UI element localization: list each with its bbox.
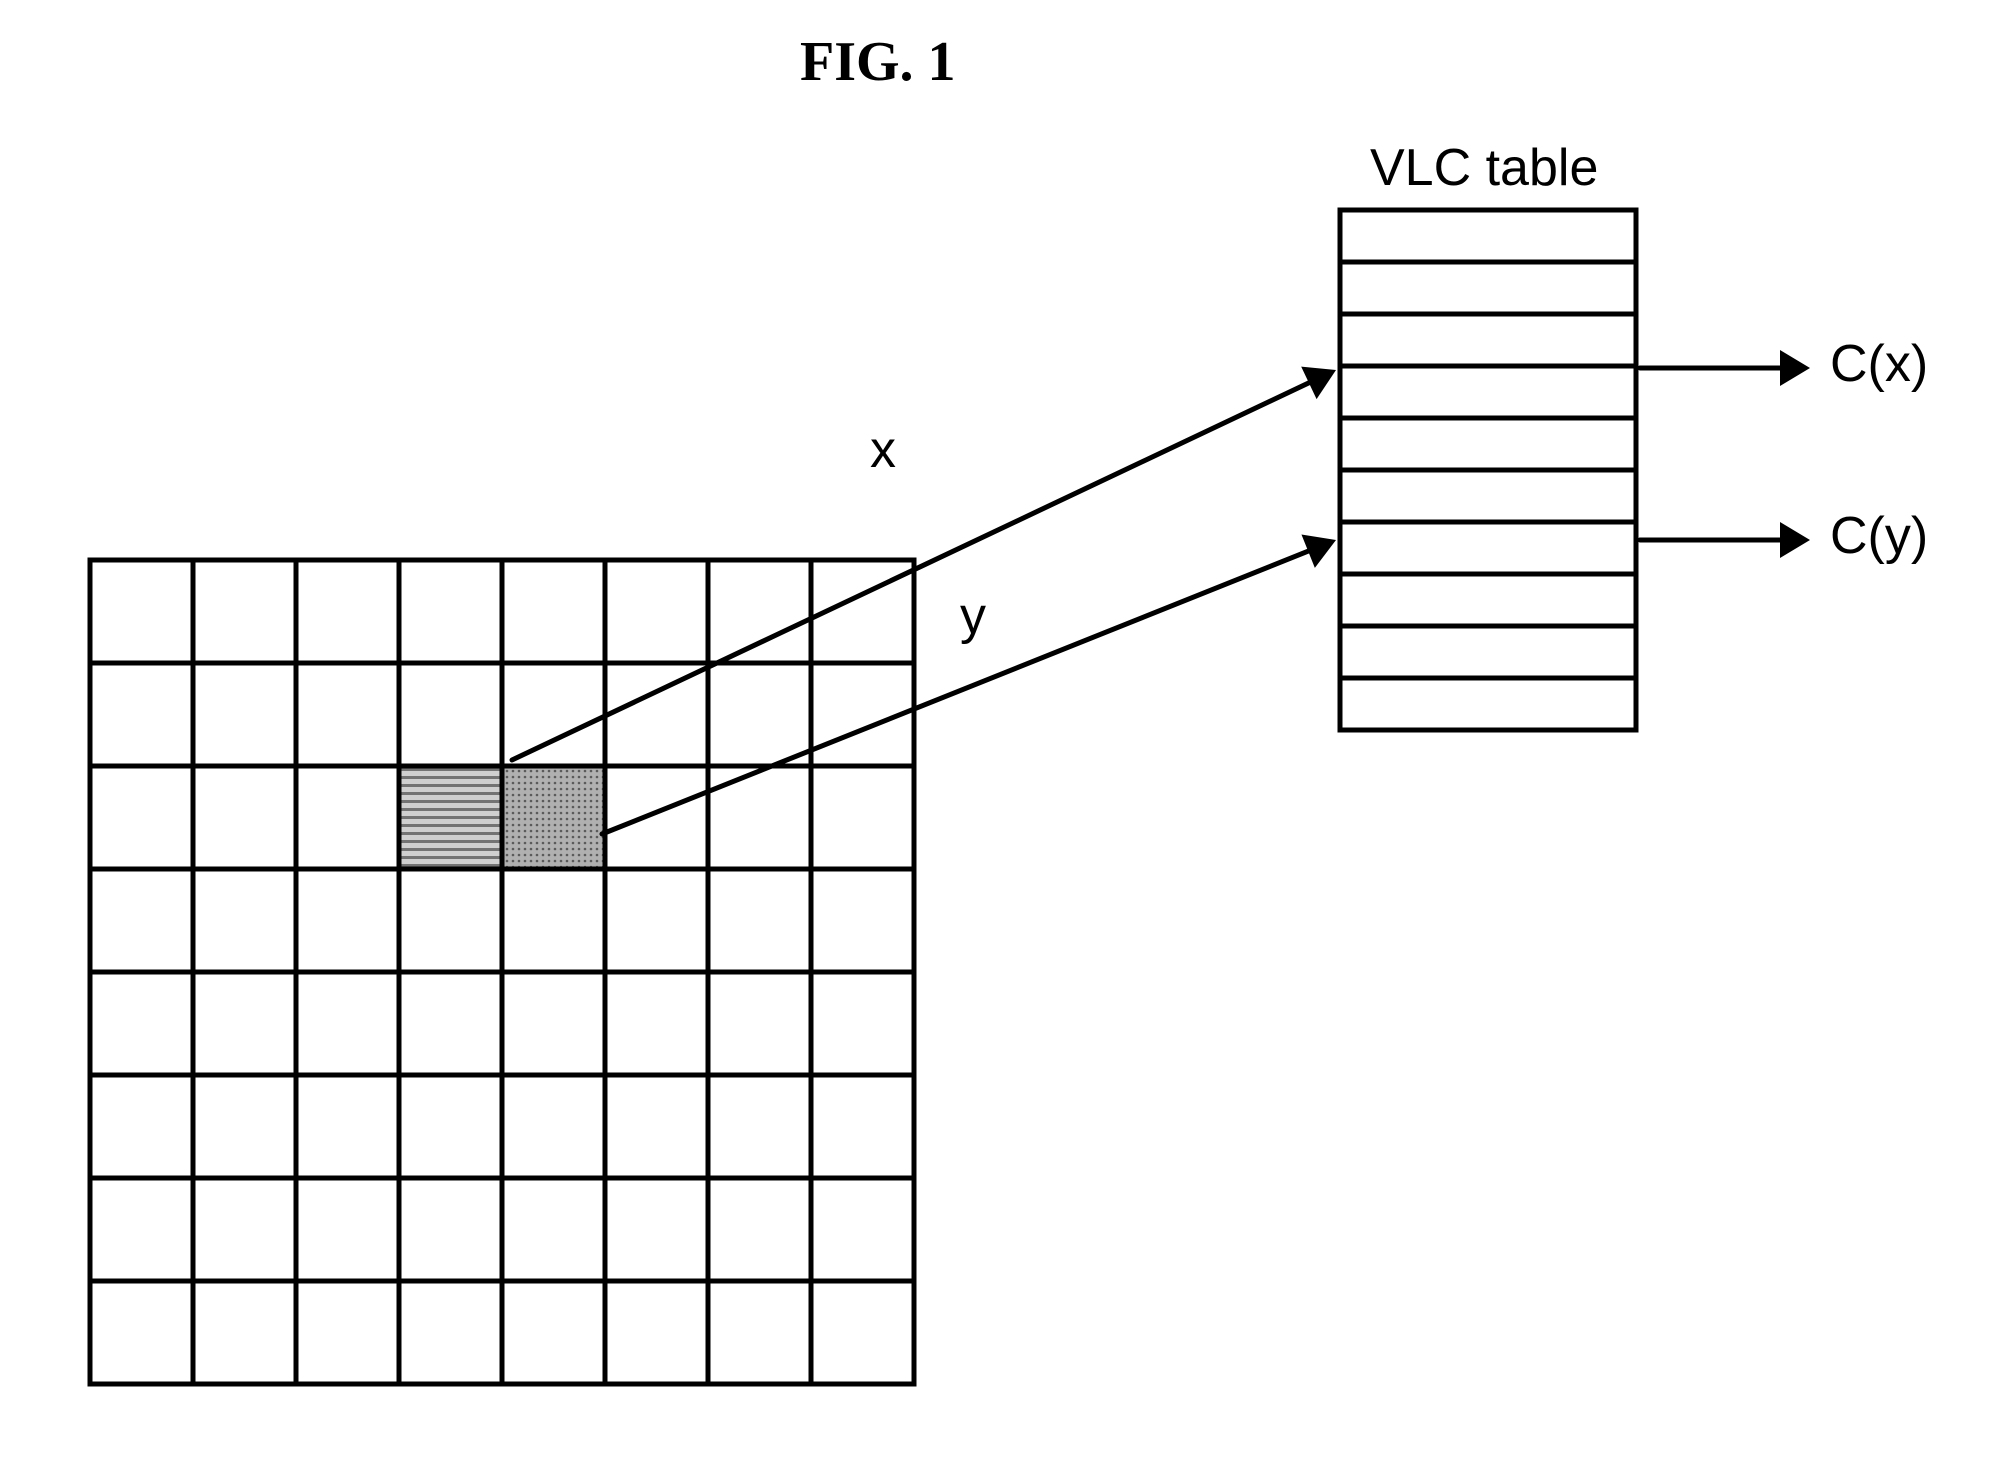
grid-highlight-cell — [502, 766, 605, 869]
arrow-cy-head — [1780, 522, 1810, 558]
arrow-cx-head — [1780, 350, 1810, 386]
grid-highlight-cell — [399, 766, 502, 869]
diagram-stage: FIG. 1 VLC table x y C(x) C(y) — [0, 0, 2014, 1467]
diagram-svg — [0, 0, 2014, 1467]
